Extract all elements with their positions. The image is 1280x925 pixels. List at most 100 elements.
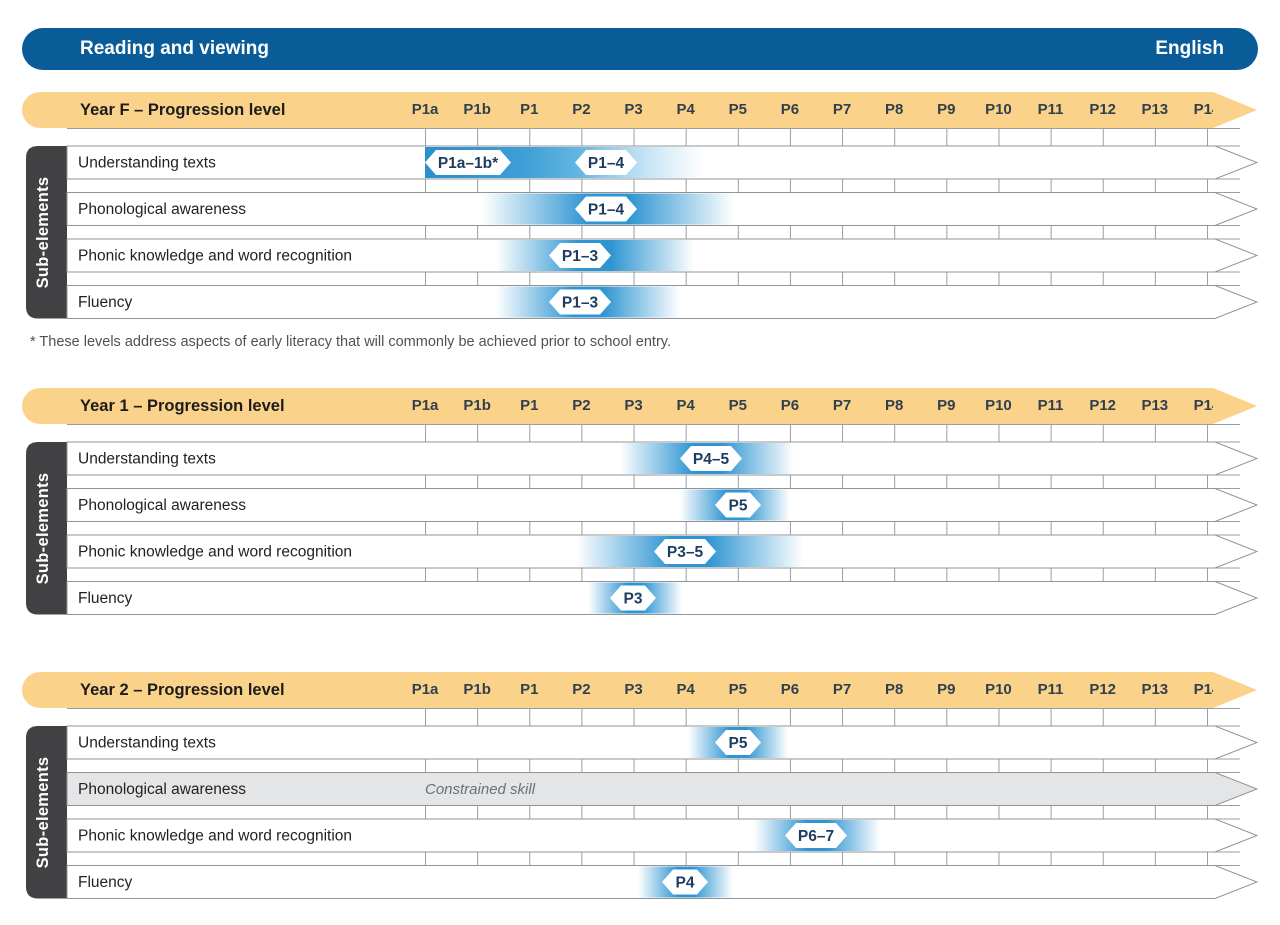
column-label: P10 (985, 681, 1012, 698)
column-label: P3 (624, 681, 643, 698)
row-label: Phonological awareness (78, 781, 246, 798)
column-label: P1a (411, 101, 439, 118)
column-label: P7 (832, 397, 852, 414)
column-label: P1 (520, 101, 539, 118)
level-badge-label: P4 (676, 875, 695, 892)
row-label: Phonic knowledge and word recognition (78, 248, 352, 265)
row-phonological-awareness-constrained: Phonological awareness Constrained skill (66, 772, 1258, 806)
row-understanding-texts: Understanding texts P1a–1b* P1–4 (66, 145, 1258, 180)
level-badge-label: P6–7 (798, 828, 834, 845)
year-1-band-title: Year 1 – Progression level (80, 397, 285, 415)
row-fluency: Fluency P4 (66, 865, 1258, 899)
column-label: P10 (985, 397, 1012, 414)
year-2-table: Sub-elements Understanding texts P5 Phon… (26, 708, 1258, 899)
column-label: P8 (885, 101, 904, 118)
column-label: P6 (780, 681, 800, 698)
column-label: P4 (676, 101, 695, 118)
row-label: Fluency (78, 874, 133, 891)
column-label: P1a (411, 397, 439, 414)
level-badge (549, 289, 611, 315)
row-label: Understanding texts (78, 735, 216, 752)
year-2-columns: P1a P1b P1 P2 P3 P4 P5 P6 P7 P8 P9 P10 P11 P12 P13 P14 (399, 672, 1233, 708)
column-label: P1b (463, 681, 491, 698)
grid-ticks (425, 425, 1241, 582)
sidebar-label: Sub-elements (34, 177, 52, 289)
level-badge (715, 492, 761, 518)
level-badge (575, 150, 637, 175)
column-label: P14 (1193, 101, 1221, 118)
row-understanding-texts: Understanding texts P4–5 (66, 441, 1258, 476)
sidebar-label: Sub-elements (34, 757, 52, 869)
level-badge-label: P1–4 (588, 202, 625, 219)
column-label: P8 (885, 397, 904, 414)
column-label: P5 (728, 681, 747, 698)
level-badge-label: P1–3 (562, 295, 599, 312)
grid-ticks (425, 129, 1241, 286)
column-label: P2 (572, 101, 591, 118)
column-label: P14 (1193, 681, 1221, 698)
column-label: P13 (1141, 101, 1169, 118)
column-label: P6 (780, 101, 800, 118)
column-label: P11 (1037, 681, 1064, 698)
year-1-columns: P1a P1b P1 P2 P3 P4 P5 P6 P7 P8 P9 P10 P11 P12 P13 P14 (399, 388, 1233, 424)
grid-ticks (425, 709, 1241, 866)
footnote: * These levels address aspects of early … (30, 334, 671, 350)
column-label: P1a (411, 681, 439, 698)
level-badge-label: P3–5 (667, 544, 704, 561)
row-label: Fluency (78, 294, 133, 311)
column-label: P11 (1037, 397, 1064, 414)
row-label: Phonic knowledge and word recognition (78, 544, 352, 561)
column-label: P5 (728, 397, 747, 414)
column-label: P8 (885, 681, 904, 698)
constrained-skill-note: Constrained skill (425, 781, 536, 798)
column-label: P12 (1089, 681, 1117, 698)
row-understanding-texts: Understanding texts P5 (66, 725, 1258, 760)
column-label: P3 (624, 101, 643, 118)
row-fluency: Fluency P1–3 (66, 285, 1258, 319)
row-phonic-knowledge: Phonic knowledge and word recognition P1… (66, 238, 1258, 273)
column-label: P6 (780, 397, 800, 414)
column-label: P9 (937, 681, 956, 698)
column-label: P14 (1193, 397, 1221, 414)
row-label: Understanding texts (78, 451, 216, 468)
column-label: P10 (985, 101, 1012, 118)
row-phonological-awareness: Phonological awareness P1–4 (66, 192, 1258, 226)
row-phonic-knowledge: Phonic knowledge and word recognition P6… (66, 818, 1258, 853)
column-label: P12 (1089, 101, 1117, 118)
column-label: P7 (832, 681, 852, 698)
sidebar-label: Sub-elements (34, 473, 52, 585)
title-bar: Reading and viewing English (22, 28, 1258, 70)
row-label: Fluency (78, 590, 133, 607)
sub-elements-sidebar: Sub-elements (26, 146, 67, 319)
row-label: Phonic knowledge and word recognition (78, 828, 352, 845)
column-label: P12 (1089, 397, 1117, 414)
year-f-band: Year F – Progression level P1a P1b P1 P2 P3 P… (22, 92, 1257, 128)
level-badge (785, 823, 847, 848)
level-badge-label: P3 (624, 591, 643, 608)
column-label: P5 (728, 101, 747, 118)
level-badge (610, 585, 656, 611)
column-label: P1b (463, 101, 491, 118)
column-label: P2 (572, 397, 591, 414)
row-phonic-knowledge: Phonic knowledge and word recognition P3… (66, 534, 1258, 569)
level-badge (680, 446, 742, 471)
subject-label: English (1155, 38, 1224, 59)
level-badge-label: P5 (729, 498, 748, 515)
level-badge-label: P1–3 (562, 248, 599, 265)
column-label: P3 (624, 397, 643, 414)
level-badge-label: P5 (729, 735, 748, 752)
row-phonological-awareness: Phonological awareness P5 (66, 488, 1258, 522)
column-label: P9 (937, 397, 956, 414)
level-badge-label: P4–5 (693, 451, 730, 468)
row-fluency: Fluency P3 (66, 581, 1258, 615)
column-label: P9 (937, 101, 956, 118)
level-badge (425, 150, 511, 175)
page-title: Reading and viewing (80, 38, 269, 59)
sub-elements-sidebar: Sub-elements (26, 726, 67, 899)
row-label: Phonological awareness (78, 201, 246, 218)
year-f-columns: P1a P1b P1 P2 P3 P4 P5 P6 P7 P8 P9 P10 P11 P12 P13 P14 (399, 92, 1233, 128)
sub-elements-sidebar: Sub-elements (26, 442, 67, 615)
level-badge (715, 730, 761, 755)
year-1-band: Year 1 – Progression level P1a P1b P1 P2 P3 P… (22, 388, 1257, 424)
